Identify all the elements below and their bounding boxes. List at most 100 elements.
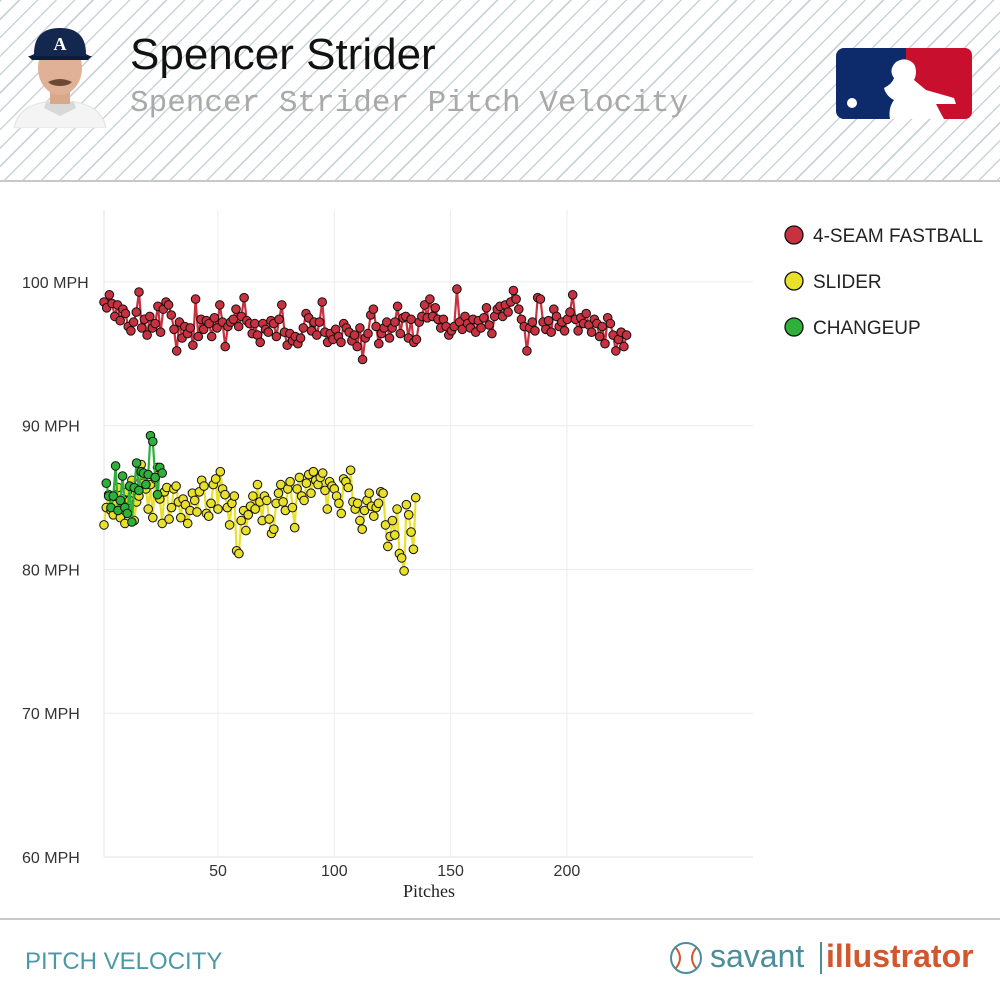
- legend-marker-fastball: [784, 225, 804, 245]
- data-point-fastball: [155, 327, 166, 337]
- data-point-fastball: [255, 337, 266, 348]
- data-point-fastball: [514, 304, 524, 314]
- chart-legend: 4-SEAM FASTBALL SLIDER CHANGEUP: [784, 225, 983, 339]
- data-point-fastball: [511, 294, 521, 304]
- data-point-fastball: [597, 321, 608, 332]
- page-subtitle: Spencer Strider Pitch Velocity: [130, 86, 689, 121]
- data-point-fastball: [430, 303, 441, 313]
- data-point-fastball: [314, 317, 325, 327]
- data-point-slider: [403, 510, 414, 520]
- data-point-slider: [250, 504, 260, 514]
- data-point-fastball: [530, 326, 540, 336]
- data-point-fastball: [384, 333, 395, 343]
- data-point-slider: [301, 478, 312, 489]
- data-point-fastball: [250, 318, 260, 329]
- data-point-slider: [373, 498, 384, 509]
- data-point-fastball: [263, 327, 274, 337]
- data-point-slider: [396, 553, 407, 563]
- data-point-fastball: [163, 300, 174, 310]
- data-point-fastball: [142, 330, 152, 340]
- data-point-slider: [215, 466, 226, 477]
- data-point-fastball: [567, 290, 578, 300]
- data-point-slider: [410, 492, 421, 503]
- data-point-fastball: [206, 331, 217, 342]
- data-point-fastball: [559, 326, 570, 336]
- data-point-changeup: [101, 478, 112, 489]
- data-point-slider: [320, 485, 330, 496]
- data-point-changeup: [115, 495, 126, 506]
- data-point-slider: [369, 511, 379, 522]
- data-point-fastball: [527, 317, 538, 327]
- series-fastball: [99, 284, 632, 365]
- data-point-slider: [387, 515, 398, 526]
- data-point-slider: [189, 495, 200, 506]
- data-point-fastball: [594, 331, 605, 342]
- data-point-fastball: [185, 323, 195, 333]
- data-point-fastball: [484, 320, 495, 330]
- data-point-fastball: [209, 313, 220, 323]
- velocity-chart: 100 MPH 90 MPH 80 MPH 70 MPH 60 MPH 50 100 150 2…: [22, 210, 983, 901]
- player-headshot-avatar: A: [13, 28, 107, 128]
- data-point-fastball: [220, 341, 230, 352]
- brand-separator: [820, 942, 822, 974]
- svg-text:A: A: [54, 34, 67, 54]
- legend-label-fastball: 4-SEAM FASTBALL: [813, 226, 983, 247]
- data-point-slider: [229, 491, 240, 501]
- legend-item-fastball: 4-SEAM FASTBALL: [784, 225, 983, 247]
- data-point-fastball: [131, 307, 142, 317]
- data-point-fastball: [406, 314, 416, 325]
- data-point-fastball: [543, 315, 554, 326]
- data-point-changeup: [150, 472, 160, 483]
- data-point-slider: [203, 511, 214, 522]
- data-point-fastball: [134, 287, 144, 297]
- data-point-fastball: [120, 308, 131, 319]
- data-point-slider: [234, 548, 244, 559]
- data-point-fastball: [336, 337, 346, 348]
- data-point-changeup: [127, 517, 137, 527]
- data-point-slider: [294, 472, 305, 483]
- data-point-changeup: [134, 485, 144, 496]
- data-point-fastball: [150, 318, 160, 329]
- data-point-slider: [213, 504, 223, 514]
- data-point-fastball: [535, 294, 546, 304]
- header-banner: A Spencer Strider Spencer Strider Pitch …: [0, 0, 1000, 182]
- data-point-fastball: [573, 326, 583, 336]
- data-point-slider: [252, 479, 263, 490]
- y-tick-label: 60 MPH: [22, 850, 80, 867]
- data-point-slider: [199, 481, 209, 491]
- data-point-slider: [264, 514, 275, 524]
- data-point-fastball: [277, 300, 287, 310]
- data-point-fastball: [581, 308, 592, 319]
- data-point-changeup: [122, 508, 133, 519]
- data-point-fastball: [215, 300, 225, 310]
- footer-divider: [0, 918, 1000, 920]
- data-point-slider: [289, 522, 300, 533]
- data-point-fastball: [508, 285, 519, 296]
- chart-series: [99, 284, 632, 576]
- data-point-changeup: [157, 468, 167, 478]
- data-point-fastball: [352, 341, 363, 352]
- data-point-fastball: [128, 317, 139, 327]
- data-point-slider: [269, 524, 279, 535]
- data-point-slider: [99, 520, 109, 530]
- x-tick-label: 150: [437, 863, 464, 880]
- data-point-slider: [378, 488, 388, 499]
- y-tick-label: 80 MPH: [22, 562, 80, 579]
- series-changeup: [101, 430, 167, 527]
- data-point-fastball: [368, 304, 379, 314]
- data-point-changeup: [108, 491, 119, 501]
- data-point-fastball: [239, 292, 249, 303]
- data-point-fastball: [349, 330, 360, 340]
- legend-label-slider: SLIDER: [813, 272, 882, 293]
- data-point-changeup: [152, 489, 163, 500]
- data-point-slider: [278, 497, 288, 507]
- data-point-fastball: [565, 307, 575, 317]
- data-point-slider: [352, 498, 363, 509]
- data-point-fastball: [166, 310, 177, 320]
- data-point-slider: [299, 495, 309, 506]
- brand-savant-text: savant: [710, 938, 805, 974]
- data-point-slider: [220, 489, 230, 500]
- data-point-slider: [345, 465, 356, 476]
- data-point-slider: [157, 518, 167, 529]
- data-point-slider: [306, 488, 316, 499]
